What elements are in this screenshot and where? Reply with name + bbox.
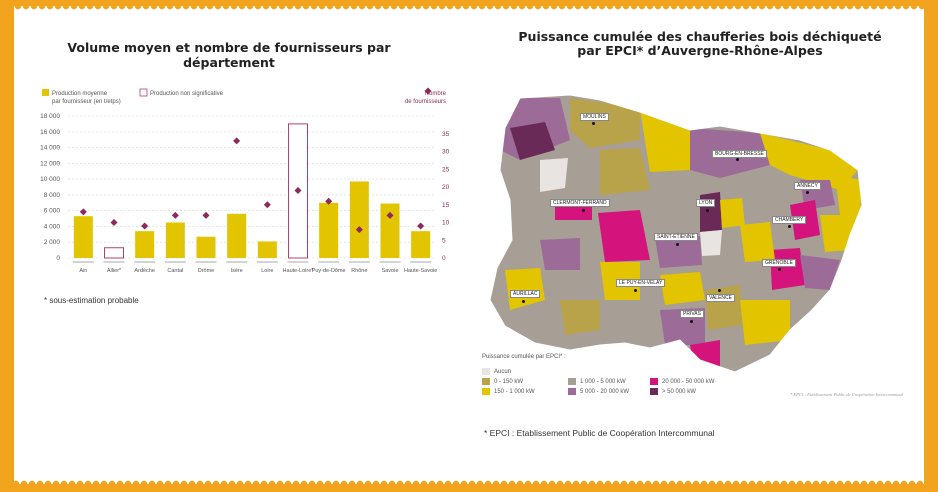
left-footnote: * sous-estimation probable	[44, 296, 139, 305]
city-label-saint-etienne: SAINT-ETIENNE	[654, 233, 698, 241]
city-dot-privas	[690, 320, 693, 323]
city-dot-aurillac	[522, 300, 525, 303]
map-legend-title: Puissance cumulée par EPCI* :	[482, 354, 566, 360]
map-title-line-1: Puissance cumulée des chaufferies bois d…	[518, 29, 882, 44]
map-legend-item: 5 000 - 20 000 kW	[568, 388, 629, 395]
city-label-chambery: CHAMBERY	[772, 216, 807, 224]
map-legend-swatch	[568, 378, 576, 385]
map-legend-swatch	[568, 388, 576, 395]
city-label-valence: VALENCE	[706, 294, 735, 302]
map-legend-item: > 50 000 kW	[650, 388, 696, 395]
map-legend-swatch	[650, 388, 658, 395]
map-legend-item: 0 - 150 kW	[482, 378, 523, 385]
city-label-moulins: MOULINS	[580, 113, 609, 121]
page-sheet	[14, 6, 924, 484]
city-dot-annecy	[806, 191, 809, 194]
map-legend-label: Aucun	[494, 368, 512, 375]
city-label-clermont: CLERMONT-FERRAND	[550, 199, 610, 207]
map-legend-label: > 50 000 kW	[662, 388, 696, 395]
map-legend-item: Aucun	[482, 368, 511, 375]
city-dot-le-puy	[634, 289, 637, 292]
map-legend-swatch	[650, 378, 658, 385]
city-dot-lyon	[706, 209, 709, 212]
city-label-aurillac: AURILLAC	[510, 290, 541, 298]
torn-edge-top	[14, 6, 924, 12]
left-chart-title: Volume moyen et nombre de fournisseurs p…	[67, 40, 391, 70]
map-legend-label: 20 000 - 50 000 kW	[662, 378, 715, 385]
map-legend-swatch	[482, 378, 490, 385]
city-label-bourg: BOURG-EN-BRESSE	[712, 150, 767, 158]
right-footnote: * EPCI : Etablissement Public de Coopéra…	[484, 428, 715, 438]
torn-edge-bottom	[14, 478, 924, 484]
map-legend-label: 0 - 150 kW	[494, 378, 524, 385]
map-legend-item: 20 000 - 50 000 kW	[650, 378, 714, 385]
city-dot-grenoble	[778, 268, 781, 271]
city-dot-moulins	[592, 122, 595, 125]
map-legend-label: 1 000 - 5 000 kW	[580, 378, 626, 385]
city-label-annecy: ANNECY	[794, 182, 821, 190]
map-legend-swatch	[482, 388, 490, 395]
city-dot-saint-etienne	[676, 243, 679, 246]
map-legend-swatch	[482, 368, 490, 375]
city-label-le-puy: LE PUY-EN-VELAY	[616, 279, 666, 287]
city-dot-chambery	[788, 225, 791, 228]
map-legend-item: 150 - 1 000 kW	[482, 388, 535, 395]
map-title: Puissance cumulée des chaufferies bois d…	[500, 30, 900, 58]
city-label-privas: PRIVAS	[680, 310, 704, 318]
city-dot-bourg	[736, 158, 739, 161]
map-legend-label: 5 000 - 20 000 kW	[580, 388, 630, 395]
city-label-lyon: LYON	[696, 199, 716, 207]
map-legend-item: 1 000 - 5 000 kW	[568, 378, 626, 385]
city-dot-valence	[718, 289, 721, 292]
map-legend-label: 150 - 1 000 kW	[494, 388, 535, 395]
city-label-grenoble: GRENOBLE	[762, 259, 796, 267]
city-dot-clermont	[582, 209, 585, 212]
map-title-line-2: par EPCI* d’Auvergne-Rhône-Alpes	[577, 43, 823, 58]
map-credit: * EPCI : Etablissement Public de Coopéra…	[790, 392, 903, 397]
